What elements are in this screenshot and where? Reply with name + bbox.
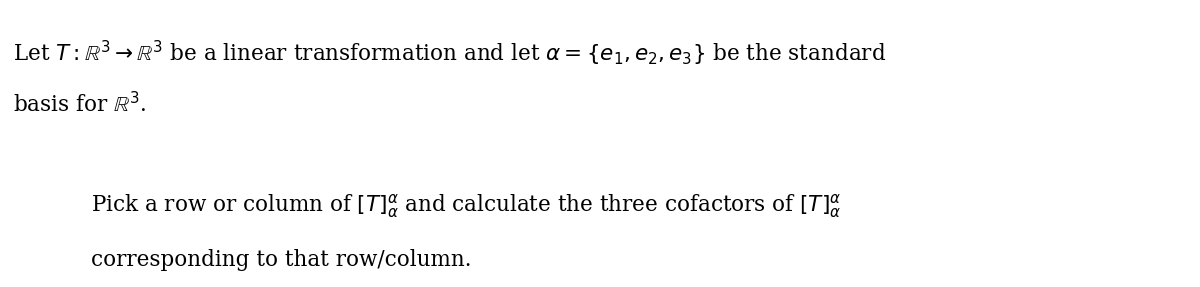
Text: Pick a row or column of $[T]^{\alpha}_{\alpha}$ and calculate the three cofactor: Pick a row or column of $[T]^{\alpha}_{\… (91, 192, 841, 220)
Text: basis for $\mathbb{R}^3$.: basis for $\mathbb{R}^3$. (13, 92, 146, 118)
Text: Let $T : \mathbb{R}^3 \rightarrow \mathbb{R}^3$ be a linear transformation and l: Let $T : \mathbb{R}^3 \rightarrow \mathb… (13, 38, 887, 67)
Text: corresponding to that row/column.: corresponding to that row/column. (91, 249, 472, 271)
